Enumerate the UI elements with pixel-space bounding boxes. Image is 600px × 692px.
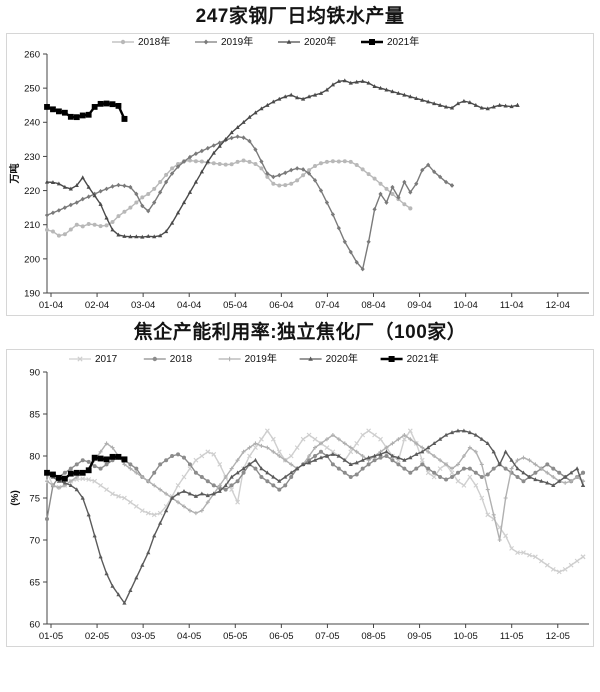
svg-text:04-04: 04-04 [177,300,201,311]
svg-text:02-05: 02-05 [85,631,109,642]
chart-block-iron-output: 247家钢厂日均铁水产量 190 200 210 220 230 240 250 260 万吨 0… [0,0,600,316]
svg-text:09-04: 09-04 [407,300,431,311]
svg-text:85: 85 [29,409,40,420]
svg-text:04-05: 04-05 [177,631,201,642]
svg-text:06-04: 06-04 [269,300,293,311]
svg-text:01-04: 01-04 [39,300,63,311]
svg-text:190: 190 [24,288,40,299]
chart-legend: 2018年 2019年 2020年 2021年 [112,35,419,48]
svg-text:60: 60 [29,619,40,630]
svg-text:10-04: 10-04 [453,300,477,311]
svg-text:07-05: 07-05 [315,631,339,642]
svg-text:03-04: 03-04 [131,300,155,311]
chart2-title: 焦企产能利用率:独立焦化厂（100家） [133,321,467,343]
svg-text:02-04: 02-04 [85,300,109,311]
svg-text:08-04: 08-04 [361,300,385,311]
svg-text:230: 230 [24,152,40,163]
svg-text:10-05: 10-05 [453,631,477,642]
chart1-title: 247家钢厂日均铁水产量 [195,6,405,27]
svg-text:2017: 2017 [95,354,118,365]
svg-text:09-05: 09-05 [407,631,431,642]
svg-text:2021年: 2021年 [387,35,419,48]
svg-text:2020年: 2020年 [326,352,358,365]
svg-text:03-05: 03-05 [131,631,155,642]
svg-text:2019年: 2019年 [221,35,253,48]
svg-text:06-05: 06-05 [269,631,293,642]
svg-text:万吨: 万吨 [8,163,21,184]
svg-text:12-05: 12-05 [546,631,570,642]
svg-text:70: 70 [29,535,40,546]
svg-text:80: 80 [29,451,40,462]
svg-text:05-05: 05-05 [223,631,247,642]
svg-text:220: 220 [24,186,40,197]
svg-text:260: 260 [24,49,40,60]
svg-text:12-04: 12-04 [546,300,570,311]
chart2-svg: 60 65 70 75 80 85 90 (%) 01-05 02-05 03-05 04-05 05-… [10,352,589,642]
svg-text:07-04: 07-04 [315,300,339,311]
svg-text:01-05: 01-05 [39,631,63,642]
svg-text:05-04: 05-04 [223,300,247,311]
chart-legend: 2017 2018 2019年 2020年 2021年 [69,352,439,365]
chart1-svg: 190 200 210 220 230 240 250 260 万吨 01-04 02-04 03-0… [8,35,589,311]
svg-text:250: 250 [24,83,40,94]
chart2-plot-frame: 60 65 70 75 80 85 90 (%) 01-05 02-05 03-05 04-05 05-… [6,348,594,647]
svg-text:90: 90 [29,367,40,378]
svg-text:11-05: 11-05 [500,631,524,642]
svg-text:210: 210 [24,220,40,231]
svg-text:75: 75 [29,493,40,504]
svg-text:08-05: 08-05 [361,631,385,642]
svg-text:11-04: 11-04 [500,300,524,311]
chart-block-coke-utilization: 焦企产能利用率:独立焦化厂（100家） 60 65 70 75 80 85 90 (%) 01-… [0,316,600,647]
svg-text:2021年: 2021年 [407,352,439,365]
chart1-plot-frame: 190 200 210 220 230 240 250 260 万吨 01-04 02-04 03-0… [6,32,594,316]
svg-text:2020年: 2020年 [304,35,336,48]
svg-text:2018: 2018 [170,354,193,365]
svg-text:(%): (%) [10,490,21,506]
svg-text:2019年: 2019年 [245,352,277,365]
svg-text:65: 65 [29,577,40,588]
svg-text:2018年: 2018年 [138,35,170,48]
svg-text:200: 200 [24,254,40,265]
svg-text:240: 240 [24,118,40,129]
